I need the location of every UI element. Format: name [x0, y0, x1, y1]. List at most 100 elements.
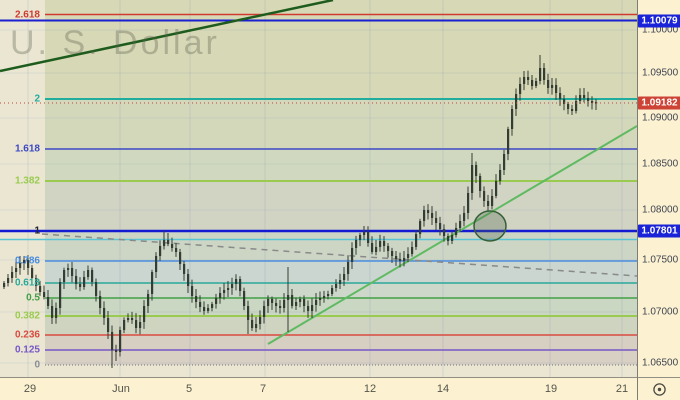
candle-body	[403, 258, 406, 261]
time-axis-label-14: 14	[436, 383, 450, 395]
candle-body	[463, 213, 466, 221]
candle-body	[259, 317, 262, 324]
fib-zone-band	[45, 350, 637, 365]
candle-body	[535, 81, 538, 86]
candle-body	[163, 240, 166, 246]
candle-body	[267, 299, 270, 306]
candle-body	[299, 299, 302, 302]
candle-body	[35, 278, 38, 286]
candle-body	[531, 80, 534, 86]
axis-settings-button[interactable]	[637, 377, 680, 400]
candle-body	[479, 176, 482, 191]
candle-body	[103, 308, 106, 318]
candle-body	[231, 284, 234, 288]
fib-label-0.786: 0.786	[14, 255, 40, 267]
candle-body	[155, 256, 158, 272]
price-tag-1.09182: 1.09182	[638, 96, 680, 110]
fib-label-1.618: 1.618	[14, 143, 40, 155]
candle-body	[239, 279, 242, 291]
candle-body	[63, 270, 66, 282]
fib-zone-band	[45, 231, 637, 261]
price-axis[interactable]: 1.10000 1.09500 1.09000 1.08500 1.08000 1.075…	[637, 0, 680, 377]
candle-body	[347, 262, 350, 274]
candle-body	[175, 248, 178, 252]
candle-body	[527, 77, 530, 80]
fib-label-1: 1	[34, 225, 40, 237]
candle-body	[319, 298, 322, 300]
candle-body	[51, 306, 54, 318]
price-axis-label: 1.09500	[642, 67, 679, 79]
candle-body	[391, 251, 394, 256]
candle-body	[195, 296, 198, 302]
candle-body	[315, 300, 318, 305]
candle-body	[443, 229, 446, 236]
ellipse-annotation[interactable]	[473, 210, 507, 242]
candlestick-chart[interactable]	[0, 0, 637, 377]
fib-zone-band	[45, 261, 637, 283]
candle-body	[591, 101, 594, 103]
candle-body	[579, 95, 582, 101]
candle-body	[123, 320, 126, 330]
candle-body	[19, 263, 22, 268]
trendline-dark-green[interactable]	[0, 0, 334, 73]
candle-body	[431, 213, 434, 218]
price-axis-label: 1.09000	[642, 112, 679, 124]
candle-body	[483, 191, 486, 201]
candle-body	[499, 170, 502, 181]
time-axis[interactable]: 29 Jun 5 7 12 14 19 21	[0, 377, 637, 400]
fib-label-0.125: 0.125	[14, 344, 40, 356]
candle-body	[415, 234, 418, 247]
candle-body	[271, 299, 274, 303]
candle-body	[43, 292, 46, 297]
candle-body	[439, 223, 442, 229]
candle-body	[447, 236, 450, 241]
price-axis-label: 1.10000	[642, 24, 679, 36]
candle-body	[459, 221, 462, 228]
candle-body	[571, 109, 574, 111]
candle-body	[427, 210, 430, 213]
candle-body	[167, 240, 170, 244]
fib-zone-band	[45, 99, 637, 149]
price-axis-label: 1.08500	[642, 158, 679, 170]
candle-body	[159, 246, 162, 256]
candle-body	[471, 165, 474, 193]
candle-body	[555, 85, 558, 93]
candle-body	[559, 93, 562, 99]
fib-zone-band	[45, 0, 637, 99]
candle-body	[523, 77, 526, 84]
candle-body	[39, 286, 42, 292]
candle-body	[515, 94, 518, 109]
fib-zone-band	[45, 283, 637, 298]
time-axis-label-5: 5	[185, 383, 193, 395]
candle-body	[251, 320, 254, 328]
candle-body	[355, 240, 358, 248]
trendline-gray-dashed[interactable]	[41, 233, 637, 277]
fib-label-0.618: 0.618	[14, 277, 40, 289]
time-axis-label-21: 21	[615, 383, 629, 395]
price-pane[interactable]: U. S. Dollar 2.618 2 1.618 1.382 1 0.786 0.618…	[0, 0, 637, 377]
candle-body	[339, 280, 342, 284]
candle-body	[255, 324, 258, 328]
candle-body	[183, 264, 186, 274]
candle-body	[487, 201, 490, 206]
candle-body	[435, 218, 438, 223]
candle-body	[491, 196, 494, 206]
price-axis-label: 1.06500	[642, 357, 679, 369]
candle-body	[127, 318, 130, 320]
fib-label-2.618: 2.618	[14, 9, 40, 20]
fib-label-0.5: 0.5	[26, 292, 40, 304]
candle-body	[395, 256, 398, 259]
candle-body	[67, 268, 70, 270]
candle-body	[147, 294, 150, 306]
fib-label-2: 2	[34, 93, 40, 105]
fib-zone-band	[45, 335, 637, 350]
time-axis-label-12: 12	[363, 383, 377, 395]
candle-body	[223, 290, 226, 293]
fib-label-0.382: 0.382	[14, 310, 40, 322]
candle-body	[55, 308, 58, 318]
candle-body	[323, 296, 326, 298]
candle-body	[379, 241, 382, 247]
candle-body	[375, 247, 378, 252]
candle-body	[95, 282, 98, 296]
